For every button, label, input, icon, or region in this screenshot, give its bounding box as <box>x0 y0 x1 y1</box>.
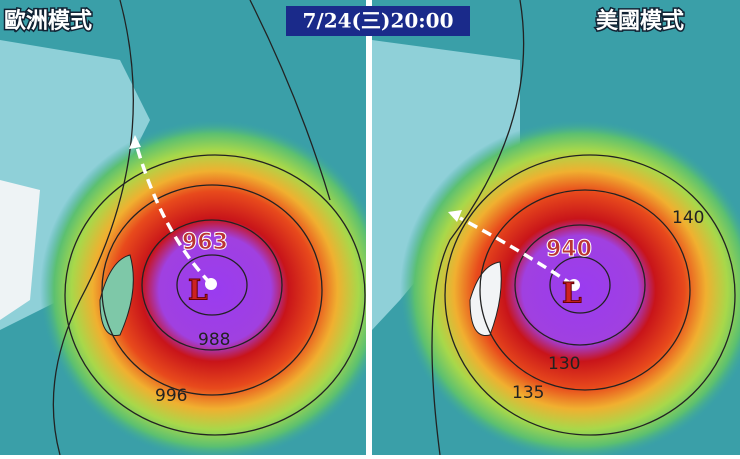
contour-label: 996 <box>155 386 187 406</box>
low-marker: L <box>562 277 582 310</box>
center <box>205 278 217 290</box>
contour-label: 140 <box>672 208 704 228</box>
left-panel: 歐洲模式 963 L 996 988 <box>0 0 366 455</box>
land <box>0 40 150 330</box>
time-label: 7/24(三)20:00 <box>302 9 453 33</box>
pressure-label: 963 <box>182 230 228 255</box>
time-box <box>286 6 470 36</box>
contour-label: 130 <box>548 354 580 374</box>
storm <box>40 120 366 455</box>
taiwan <box>99 254 134 337</box>
land <box>0 180 40 320</box>
divider <box>366 0 372 455</box>
taiwan <box>469 261 502 337</box>
arrow-head <box>129 135 141 149</box>
panel-title: 美國模式 <box>596 8 684 34</box>
track <box>459 216 574 287</box>
isobars <box>52 0 366 455</box>
arrow-head <box>448 210 462 222</box>
right-panel: 美國模式 940 L 140 130 135 <box>372 0 740 455</box>
pressure-label: 940 <box>546 237 592 262</box>
contour-label: 135 <box>512 383 544 403</box>
contour-label: 988 <box>198 330 230 350</box>
low-marker: L <box>188 274 208 307</box>
track <box>133 139 212 285</box>
center <box>568 279 580 291</box>
isobars <box>431 0 736 455</box>
panel-title: 歐洲模式 <box>4 8 92 34</box>
